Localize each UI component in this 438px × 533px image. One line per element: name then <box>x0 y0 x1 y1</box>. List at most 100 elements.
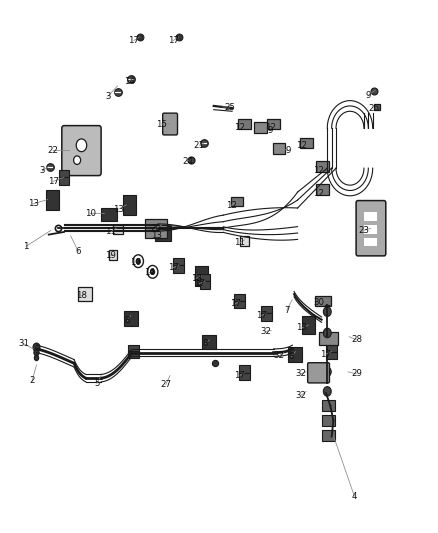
Circle shape <box>76 139 87 152</box>
FancyBboxPatch shape <box>155 226 171 241</box>
Text: 13: 13 <box>297 323 307 332</box>
FancyBboxPatch shape <box>173 265 184 273</box>
Text: 13: 13 <box>28 199 39 208</box>
FancyBboxPatch shape <box>62 126 101 175</box>
FancyBboxPatch shape <box>238 119 251 130</box>
FancyBboxPatch shape <box>124 311 138 326</box>
FancyBboxPatch shape <box>254 122 267 133</box>
Text: 21: 21 <box>194 141 205 150</box>
Text: 13: 13 <box>191 273 202 282</box>
Text: 8: 8 <box>288 352 294 361</box>
Circle shape <box>74 156 81 165</box>
FancyBboxPatch shape <box>195 266 208 286</box>
FancyBboxPatch shape <box>307 363 329 383</box>
FancyBboxPatch shape <box>300 138 313 149</box>
FancyBboxPatch shape <box>261 306 272 313</box>
Text: 14: 14 <box>124 77 135 86</box>
Text: 11: 11 <box>105 228 116 237</box>
Bar <box>113 224 123 234</box>
Text: 17: 17 <box>230 299 241 308</box>
FancyBboxPatch shape <box>326 344 337 352</box>
Circle shape <box>323 307 331 317</box>
Circle shape <box>34 350 39 356</box>
FancyBboxPatch shape <box>318 332 338 345</box>
Text: 5: 5 <box>94 379 99 388</box>
FancyBboxPatch shape <box>200 281 211 289</box>
Text: 32: 32 <box>261 327 272 336</box>
Text: 13: 13 <box>113 205 124 214</box>
FancyBboxPatch shape <box>288 347 302 362</box>
Text: 18: 18 <box>76 291 87 300</box>
Text: 8: 8 <box>124 316 130 325</box>
Text: 3: 3 <box>39 166 45 175</box>
FancyBboxPatch shape <box>200 274 211 281</box>
Text: 32: 32 <box>296 391 307 400</box>
Text: 12: 12 <box>296 141 307 150</box>
FancyBboxPatch shape <box>145 219 166 238</box>
FancyBboxPatch shape <box>128 351 139 358</box>
Text: 27: 27 <box>160 380 171 389</box>
Text: 17: 17 <box>48 177 59 186</box>
Text: 9: 9 <box>285 146 291 155</box>
FancyBboxPatch shape <box>173 258 184 265</box>
Circle shape <box>323 367 331 376</box>
FancyBboxPatch shape <box>162 113 177 135</box>
Text: 12: 12 <box>265 123 276 132</box>
Text: 32: 32 <box>296 369 307 378</box>
Text: 17: 17 <box>128 36 139 45</box>
Text: 16: 16 <box>130 258 141 266</box>
Text: 9: 9 <box>366 91 371 100</box>
Text: 12: 12 <box>313 189 324 198</box>
FancyBboxPatch shape <box>321 430 335 441</box>
Text: 17: 17 <box>234 371 245 380</box>
Circle shape <box>323 328 331 338</box>
Text: 28: 28 <box>351 335 362 344</box>
Text: 17: 17 <box>256 311 267 320</box>
FancyBboxPatch shape <box>302 316 314 334</box>
Text: 12: 12 <box>313 166 324 175</box>
FancyBboxPatch shape <box>239 366 250 373</box>
Text: 12: 12 <box>226 201 237 210</box>
Circle shape <box>133 255 144 268</box>
FancyBboxPatch shape <box>316 184 329 195</box>
Bar <box>364 238 378 246</box>
Text: 16: 16 <box>144 269 155 277</box>
Text: 32: 32 <box>274 351 285 360</box>
FancyBboxPatch shape <box>59 169 70 177</box>
Text: 31: 31 <box>18 339 29 348</box>
Text: 8: 8 <box>202 339 208 348</box>
FancyBboxPatch shape <box>316 161 329 172</box>
FancyBboxPatch shape <box>239 373 250 380</box>
Text: 11: 11 <box>234 238 245 247</box>
Circle shape <box>323 386 331 396</box>
Text: 23: 23 <box>358 226 370 235</box>
FancyBboxPatch shape <box>321 400 335 411</box>
FancyBboxPatch shape <box>267 119 280 130</box>
Text: 4: 4 <box>352 491 357 500</box>
FancyBboxPatch shape <box>326 352 337 359</box>
Bar <box>110 250 117 260</box>
Circle shape <box>34 356 39 361</box>
Text: 10: 10 <box>85 209 95 218</box>
FancyBboxPatch shape <box>234 301 245 309</box>
Circle shape <box>150 269 155 275</box>
Text: 29: 29 <box>351 369 362 378</box>
Text: 26: 26 <box>368 103 379 112</box>
Text: 2: 2 <box>29 376 35 385</box>
Text: 25: 25 <box>224 102 235 111</box>
Text: 6: 6 <box>76 247 81 256</box>
Text: 12: 12 <box>234 123 245 132</box>
FancyBboxPatch shape <box>273 143 286 154</box>
FancyBboxPatch shape <box>315 296 331 306</box>
Bar <box>364 225 378 233</box>
FancyBboxPatch shape <box>234 294 245 301</box>
Text: 1: 1 <box>23 242 29 251</box>
Text: 15: 15 <box>156 119 167 128</box>
Text: 20: 20 <box>150 224 161 233</box>
Text: 9: 9 <box>268 126 273 135</box>
FancyBboxPatch shape <box>202 335 216 350</box>
Circle shape <box>33 343 40 352</box>
Text: 17: 17 <box>321 350 332 359</box>
FancyBboxPatch shape <box>321 415 335 426</box>
Text: 22: 22 <box>48 146 59 155</box>
